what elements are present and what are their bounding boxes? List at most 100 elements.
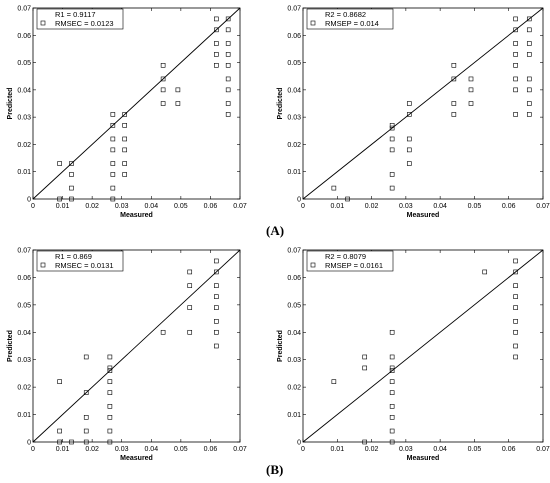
data-point — [57, 439, 62, 445]
data-point — [107, 379, 113, 384]
data-point — [526, 101, 532, 106]
data-point — [513, 41, 518, 46]
legend-text: RMSEP = 0.014 — [325, 19, 379, 28]
y-axis-label: Predicted — [277, 330, 284, 362]
x-tick-label: 0.07 — [233, 446, 247, 453]
legend-text: R1 = 0.869 — [55, 252, 92, 261]
data-point — [513, 305, 518, 310]
data-point — [468, 76, 474, 82]
data-point — [389, 123, 395, 128]
data-point — [122, 123, 127, 128]
x-tick-label: 0.06 — [204, 203, 218, 210]
data-point — [110, 147, 116, 153]
y-tick-label: 0 — [297, 197, 301, 204]
x-tick-label: 0.03 — [399, 203, 413, 210]
plot-area — [302, 7, 544, 200]
data-point — [513, 87, 518, 93]
data-point — [389, 329, 395, 335]
data-point — [389, 368, 395, 373]
x-tick-label: 0.05 — [174, 446, 188, 453]
data-point — [468, 87, 474, 93]
x-tick-label: 0.05 — [468, 203, 482, 210]
data-point — [110, 196, 116, 202]
data-point — [214, 269, 219, 275]
x-tick-label: 0.02 — [85, 446, 99, 453]
data-point — [214, 343, 219, 349]
data-point — [225, 101, 231, 106]
data-point — [214, 52, 219, 57]
data-point — [110, 136, 116, 142]
data-point — [225, 41, 231, 46]
data-point — [83, 439, 89, 445]
data-point — [160, 76, 166, 82]
data-point — [69, 439, 74, 445]
x-tick-label: 0.02 — [85, 203, 99, 210]
y-tick-label: 0.06 — [17, 33, 31, 40]
x-axis-label: Measured — [120, 212, 153, 219]
data-point — [482, 269, 488, 275]
data-point — [57, 379, 62, 384]
y-tick-label: 0.05 — [17, 302, 31, 309]
chart-panel-1: 0 0.01 0.02 0.03 0.04 0.05 0.06 0.07 0 0.01 0.02 0.… — [7, 6, 247, 220]
x-tick-label: 0 — [301, 203, 305, 210]
data-point — [214, 16, 219, 22]
x-tick-label: 0.07 — [233, 203, 247, 210]
data-point — [389, 354, 395, 360]
data-point — [389, 404, 395, 409]
y-tick-label: 0.02 — [17, 142, 31, 149]
data-point — [389, 172, 395, 177]
data-point — [406, 136, 412, 142]
data-point — [57, 161, 62, 166]
data-point — [513, 294, 518, 299]
fit-line — [302, 7, 544, 200]
y-tick-label: 0 — [297, 440, 301, 447]
data-point — [451, 76, 457, 82]
data-point — [526, 52, 532, 57]
plot-area — [302, 249, 544, 443]
data-point — [214, 319, 219, 324]
fit-line — [302, 249, 544, 443]
data-point — [107, 415, 113, 420]
y-tick-label: 0.02 — [287, 385, 301, 392]
y-axis-label: Predicted — [7, 88, 14, 120]
y-tick-label: 0.04 — [17, 87, 31, 94]
data-point — [214, 62, 219, 68]
y-tick-label: 0.01 — [287, 412, 301, 419]
x-tick-label: 0.05 — [468, 446, 482, 453]
data-point — [69, 161, 74, 166]
legend-text: R2 = 0.8682 — [325, 10, 366, 19]
x-tick-label: 0.01 — [56, 446, 70, 453]
legend-box — [306, 8, 394, 30]
chart-panel-4: 0 0.01 0.02 0.03 0.04 0.05 0.06 0.07 0 0.01 0.02 0.… — [277, 248, 550, 463]
data-point — [160, 62, 166, 68]
data-point — [83, 390, 89, 395]
x-tick-label: 0 — [31, 203, 35, 210]
data-point — [451, 101, 457, 106]
data-point — [160, 329, 166, 335]
data-point — [513, 76, 518, 82]
data-point — [225, 16, 231, 22]
data-point — [362, 354, 368, 360]
x-tick-label: 0.06 — [502, 446, 516, 453]
data-point — [110, 172, 116, 177]
y-tick-label: 0.02 — [17, 385, 31, 392]
data-point — [389, 125, 395, 131]
chart-panel-2: 0 0.01 0.02 0.03 0.04 0.05 0.06 0.07 0 0.01 0.02 0.… — [277, 6, 550, 220]
data-point — [187, 305, 193, 310]
x-tick-label: 0.07 — [536, 446, 550, 453]
data-point — [526, 16, 532, 22]
y-tick-label: 0.03 — [17, 357, 31, 364]
data-point — [513, 62, 518, 68]
data-point — [110, 123, 116, 128]
data-point — [513, 112, 518, 117]
x-axis-label: Measured — [407, 212, 440, 219]
data-point — [122, 136, 127, 142]
data-point — [362, 365, 368, 371]
panel-label-a: (A) — [266, 223, 285, 238]
data-point — [225, 112, 231, 117]
data-point — [110, 161, 116, 166]
data-point — [160, 101, 166, 106]
data-point — [225, 62, 231, 68]
data-point — [214, 294, 219, 299]
y-axis-label: Predicted — [7, 330, 14, 362]
